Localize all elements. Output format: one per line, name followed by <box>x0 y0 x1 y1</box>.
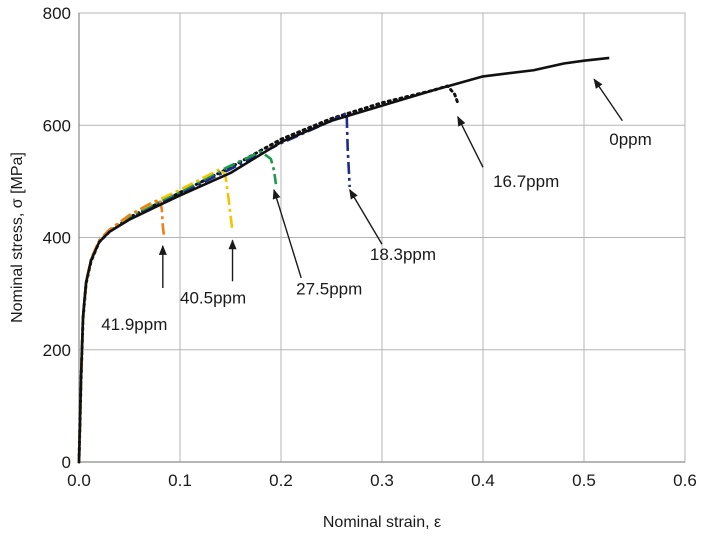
annotation-label: 41.9ppm <box>101 315 167 334</box>
annotation-label: 27.5ppm <box>296 280 362 299</box>
annotation-arrow <box>457 115 484 168</box>
series-line-27-5ppm <box>77 150 278 463</box>
annotation-label: 0ppm <box>609 130 652 149</box>
annotation-label: 40.5ppm <box>180 289 246 308</box>
annotation-arrow <box>272 188 302 279</box>
series-line-0ppm <box>77 56 610 463</box>
annotation-arrow <box>593 78 623 122</box>
y-tick-label: 600 <box>43 116 71 135</box>
series-line-16-7ppm <box>77 84 460 464</box>
data-series <box>77 56 610 464</box>
x-tick-label: 0.5 <box>572 471 596 490</box>
y-axis-title: Nominal stress, σ [MPa] <box>9 152 26 323</box>
annotations: 0ppm 16.7ppm 18.3ppm 27.5ppm 40.5ppm 41.9ppm <box>101 78 652 334</box>
x-tick-label: 0.4 <box>471 471 495 490</box>
annotation-label: 18.3ppm <box>370 245 436 264</box>
x-tick-label: 0.3 <box>370 471 394 490</box>
y-tick-label: 200 <box>43 341 71 360</box>
x-tick-label: 0.6 <box>673 471 697 490</box>
annotation-arrow <box>349 188 383 245</box>
x-tick-label: 0.2 <box>269 471 293 490</box>
tick-labels: 0.0 0.1 0.2 0.3 0.4 0.5 0.6 0 200 400 600 800 <box>43 4 697 490</box>
grid-lines <box>78 12 686 463</box>
x-tick-label: 0.0 <box>67 471 91 490</box>
x-tick-label: 0.1 <box>168 471 192 490</box>
y-tick-label: 0 <box>62 453 71 472</box>
annotation-label: 16.7ppm <box>493 172 559 191</box>
y-tick-label: 400 <box>43 229 71 248</box>
x-axis-title: Nominal strain, ε <box>323 514 441 531</box>
y-tick-label: 800 <box>43 4 71 23</box>
